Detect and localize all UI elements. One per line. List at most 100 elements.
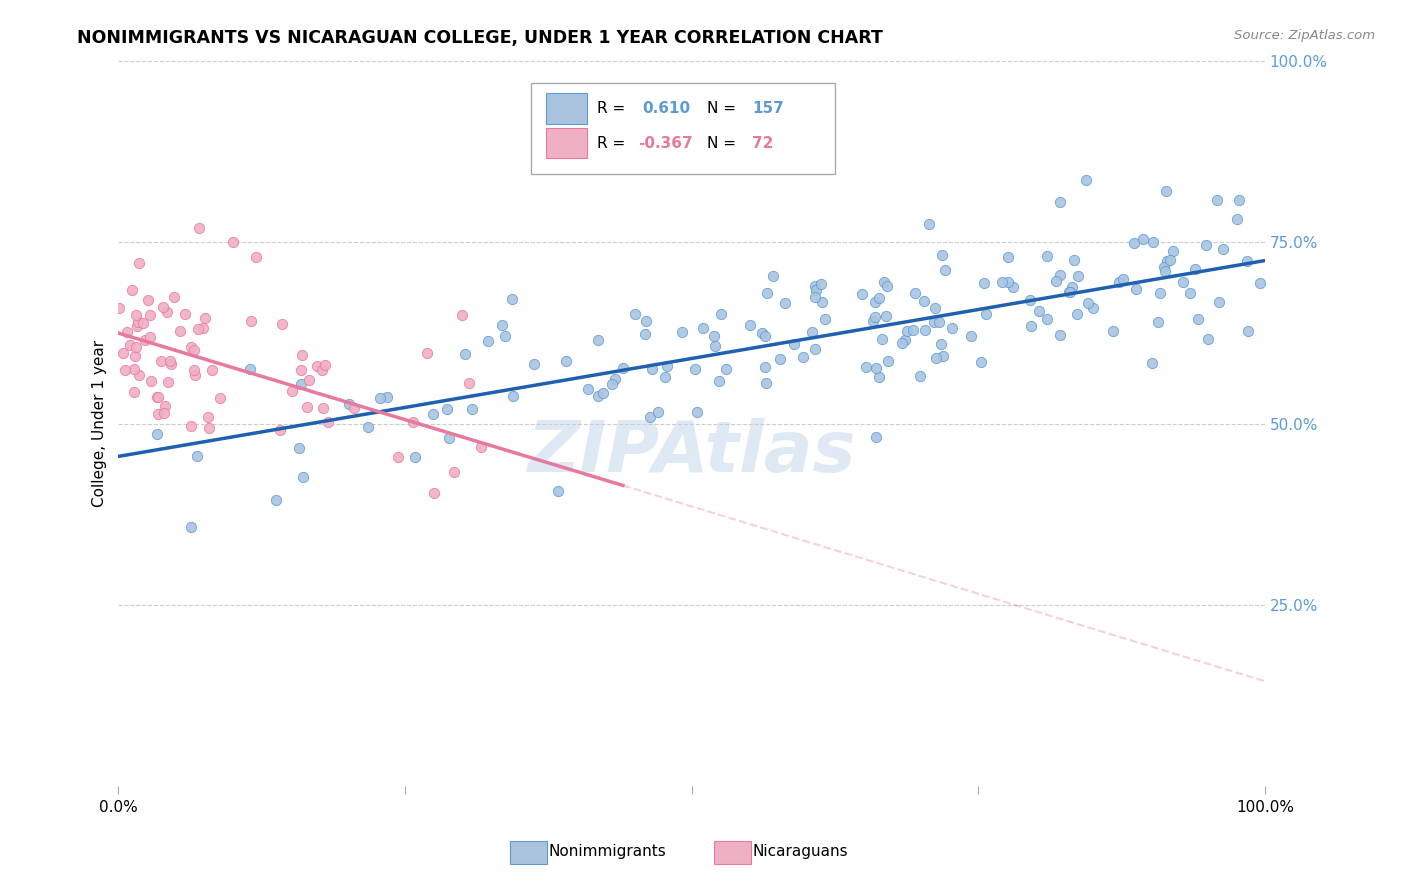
Text: -0.367: -0.367	[638, 136, 692, 151]
Point	[131, 316, 153, 330]
Point	[865, 294, 887, 309]
Text: Source: ZipAtlas.com: Source: ZipAtlas.com	[1234, 29, 1375, 42]
Point	[163, 290, 186, 304]
Point	[1187, 312, 1209, 326]
Point	[703, 339, 725, 353]
Point	[1195, 237, 1218, 252]
Point	[1156, 254, 1178, 268]
Point	[692, 321, 714, 335]
Point	[136, 293, 159, 308]
Point	[127, 315, 149, 329]
Point	[423, 486, 446, 500]
Point	[152, 300, 174, 314]
Point	[1249, 276, 1271, 290]
Point	[1036, 249, 1059, 263]
Point	[183, 363, 205, 377]
Point	[804, 283, 827, 297]
Point	[855, 359, 877, 374]
Point	[755, 376, 778, 390]
Point	[125, 340, 148, 354]
Point	[269, 423, 291, 437]
Point	[451, 308, 474, 322]
Point	[754, 360, 776, 375]
Point	[912, 293, 935, 308]
Point	[638, 410, 661, 425]
Point	[801, 325, 824, 339]
Point	[775, 296, 797, 310]
Point	[1153, 260, 1175, 274]
Point	[1142, 235, 1164, 249]
Point	[436, 401, 458, 416]
Point	[523, 357, 546, 371]
Point	[122, 361, 145, 376]
Point	[1102, 324, 1125, 338]
Point	[312, 401, 335, 416]
Point	[1112, 272, 1135, 286]
Point	[454, 347, 477, 361]
Point	[270, 317, 292, 331]
Point	[891, 336, 914, 351]
Point	[1077, 296, 1099, 310]
Point	[186, 449, 208, 463]
Point	[1049, 195, 1071, 210]
Point	[197, 410, 219, 425]
Point	[862, 314, 884, 328]
Point	[914, 323, 936, 337]
Point	[810, 277, 832, 292]
Point	[769, 352, 792, 367]
Point	[156, 375, 179, 389]
Point	[710, 307, 733, 321]
Point	[127, 318, 149, 333]
Point	[586, 389, 609, 403]
Text: R =: R =	[596, 101, 630, 116]
Point	[194, 311, 217, 326]
Point	[970, 355, 993, 369]
Point	[281, 384, 304, 398]
Point	[908, 368, 931, 383]
Point	[655, 359, 678, 374]
Point	[1161, 244, 1184, 259]
Point	[134, 333, 156, 347]
Point	[894, 334, 917, 348]
FancyBboxPatch shape	[546, 93, 588, 123]
Point	[1074, 173, 1097, 187]
Point	[174, 307, 197, 321]
Point	[813, 311, 835, 326]
Point	[925, 351, 948, 366]
Point	[792, 350, 814, 364]
Point	[187, 221, 209, 235]
Text: 0.610: 0.610	[643, 101, 690, 116]
Point	[873, 275, 896, 289]
Point	[1132, 231, 1154, 245]
Point	[208, 391, 231, 405]
Point	[960, 328, 983, 343]
Point	[180, 340, 202, 354]
Point	[115, 325, 138, 339]
Point	[634, 314, 657, 328]
Point	[1236, 324, 1258, 338]
Point	[128, 256, 150, 270]
Point	[751, 326, 773, 340]
Point	[148, 390, 170, 404]
Point	[918, 217, 941, 231]
Point	[804, 342, 827, 356]
Point	[291, 347, 314, 361]
Point	[443, 465, 465, 479]
Point	[124, 384, 146, 399]
Point	[1149, 285, 1171, 300]
Text: Nicaraguans: Nicaraguans	[752, 845, 848, 859]
Point	[804, 290, 827, 304]
Point	[612, 361, 634, 376]
Point	[647, 405, 669, 419]
Point	[865, 360, 887, 375]
Point	[707, 374, 730, 388]
Point	[683, 362, 706, 376]
Text: N =: N =	[707, 101, 741, 116]
Point	[1059, 285, 1081, 300]
Point	[685, 405, 707, 419]
Point	[868, 291, 890, 305]
Point	[314, 359, 336, 373]
Point	[1154, 264, 1177, 278]
Point	[1062, 280, 1084, 294]
Point	[1208, 295, 1230, 310]
